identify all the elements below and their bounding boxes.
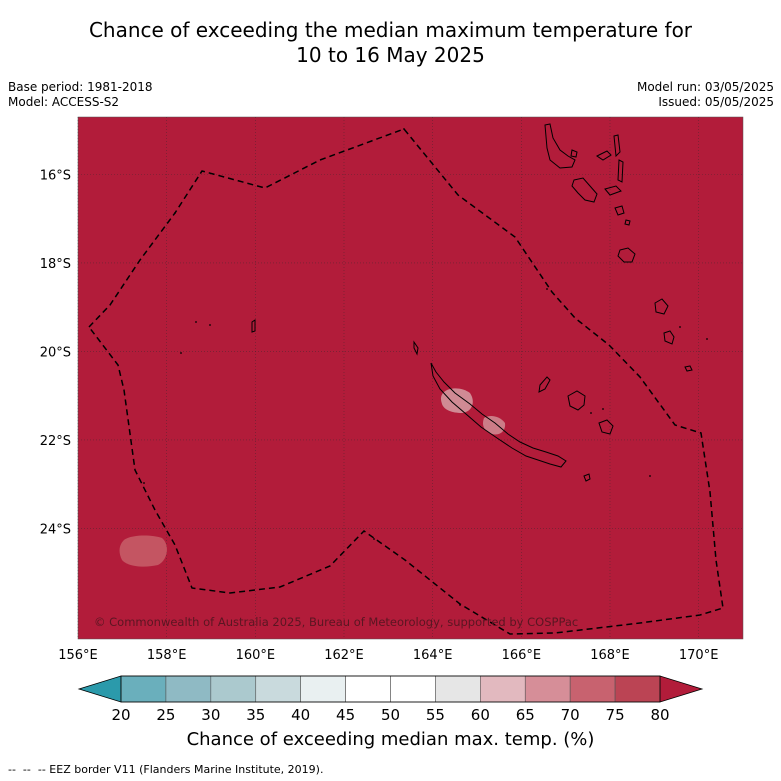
colorbar-tick-label: 65 [516, 706, 535, 724]
colorbar [77, 675, 704, 703]
colorbar-segment [480, 675, 526, 703]
longitude-tick-label: 164°E [413, 648, 453, 663]
efate-island [617, 247, 636, 263]
model-info: Base period: 1981-2018 Model: ACCESS-S2 [8, 80, 153, 110]
ambrym-island [604, 185, 622, 196]
islet [602, 408, 604, 410]
eez-legend-text: -- EEZ border V11 (Flanders Marine Insti… [37, 763, 324, 776]
title-line-1: Chance of exceeding the median maximum t… [88, 18, 693, 42]
pentecost-island [617, 159, 624, 183]
islet [180, 352, 182, 354]
colorbar-tick-label: 80 [650, 706, 669, 724]
chesterfield-islet [251, 319, 256, 333]
ouvea-island [538, 376, 551, 393]
colorbar-tick-label: 40 [291, 706, 310, 724]
run-info: Model run: 03/05/2025 Issued: 05/05/2025 [637, 80, 774, 110]
copyright-notice: © Commonwealth of Australia 2025, Bureau… [94, 615, 578, 629]
islet [143, 482, 145, 484]
latitude-tick-label: 18°S [40, 257, 71, 272]
islet [706, 338, 708, 340]
colorbar-segment [345, 675, 391, 703]
islet [195, 321, 197, 323]
longitude-tick-label: 156°E [58, 648, 98, 663]
islet [373, 538, 375, 540]
latitude-tick-label: 20°S [40, 345, 71, 360]
colorbar-segment [390, 675, 436, 703]
aneityum-island [684, 365, 693, 372]
colorbar-max-extension [659, 675, 704, 703]
colorbar-segment [165, 675, 212, 703]
longitude-tick-labels: 156°E 158°E 160°E 162°E 164°E 166°E 168°E 170°E [58, 648, 718, 663]
islet [546, 288, 548, 290]
latitude-tick-labels: 16°S 18°S 20°S 22°S 24°S [40, 169, 71, 538]
espiritu-santo-island [544, 123, 576, 169]
epi-island [614, 205, 625, 216]
colorbar-tick-label: 20 [111, 706, 130, 724]
colorbar-outline [120, 675, 661, 703]
chart-title: Chance of exceeding the median maximum t… [0, 18, 781, 68]
colorbar-segment [614, 675, 661, 703]
issued-date: Issued: 05/05/2025 [658, 95, 774, 109]
colorbar-min-extension [77, 675, 122, 703]
latitude-tick-label: 16°S [40, 169, 71, 184]
longitude-tick-label: 166°E [502, 648, 542, 663]
lifou-island [567, 390, 586, 411]
base-period: Base period: 1981-2018 [8, 80, 153, 94]
lighter-patch-north-caledonia [440, 388, 473, 413]
islet [649, 475, 651, 477]
erromango-island [654, 298, 669, 315]
eez-legend: -- -- -- EEZ border V11 (Flanders Marine… [8, 763, 323, 776]
belep-islands [413, 340, 419, 356]
colorbar-segment [524, 675, 571, 703]
islet [459, 604, 461, 606]
colorbar-tick-label: 35 [246, 706, 265, 724]
malakula-island [571, 177, 598, 203]
shepherd-islands [624, 219, 631, 226]
eez-border [88, 128, 724, 635]
longitude-tick-label: 158°E [147, 648, 187, 663]
colorbar-segment [255, 675, 301, 703]
longitude-tick-label: 160°E [236, 648, 276, 663]
map-background [77, 116, 744, 640]
latitude-tick-label: 24°S [40, 522, 71, 537]
colorbar-segment [210, 675, 257, 703]
colorbar-segment [435, 675, 481, 703]
colorbar-tick-labels: 20 25 30 35 40 45 50 55 60 65 70 75 80 [111, 706, 669, 724]
islet [209, 324, 211, 326]
lighter-patch-south-caledonia [482, 415, 506, 435]
colorbar-tick-label: 50 [381, 706, 400, 724]
latitude-tick-label: 22°S [40, 434, 71, 449]
islet [174, 212, 176, 214]
colorbar-tick-label: 75 [606, 706, 625, 724]
malo-island [570, 149, 578, 158]
tanna-island [663, 330, 675, 345]
colorbar-tick-label: 60 [471, 706, 490, 724]
longitude-tick-label: 168°E [590, 648, 630, 663]
model-run-date: Model run: 03/05/2025 [636, 80, 774, 94]
colorbar-segment [300, 675, 346, 703]
mare-island [598, 419, 614, 435]
maewo-island [613, 134, 621, 158]
model-name: Model: ACCESS-S2 [8, 95, 120, 109]
new-caledonia-island [430, 362, 567, 468]
colorbar-segment [569, 675, 616, 703]
colorbar-tick-label: 45 [336, 706, 355, 724]
colorbar-tick-label: 25 [156, 706, 175, 724]
islet [590, 412, 592, 414]
colorbar-tick-label: 30 [201, 706, 220, 724]
longitude-tick-label: 170°E [679, 648, 719, 663]
islet [679, 326, 681, 328]
longitude-tick-label: 162°E [324, 648, 364, 663]
islet [403, 128, 405, 130]
colorbar-segment [120, 675, 167, 703]
colorbar-tick-label: 70 [561, 706, 580, 724]
title-line-2: 10 to 16 May 2025 [296, 43, 485, 67]
lighter-patch-west [119, 535, 167, 567]
isle-of-pines [583, 473, 591, 482]
colorbar-label: Chance of exceeding median max. temp. (%… [186, 729, 595, 750]
dashed-line-icon: -- -- [8, 763, 38, 776]
colorbar-tick-label: 55 [426, 706, 445, 724]
ambae-island [596, 150, 612, 161]
